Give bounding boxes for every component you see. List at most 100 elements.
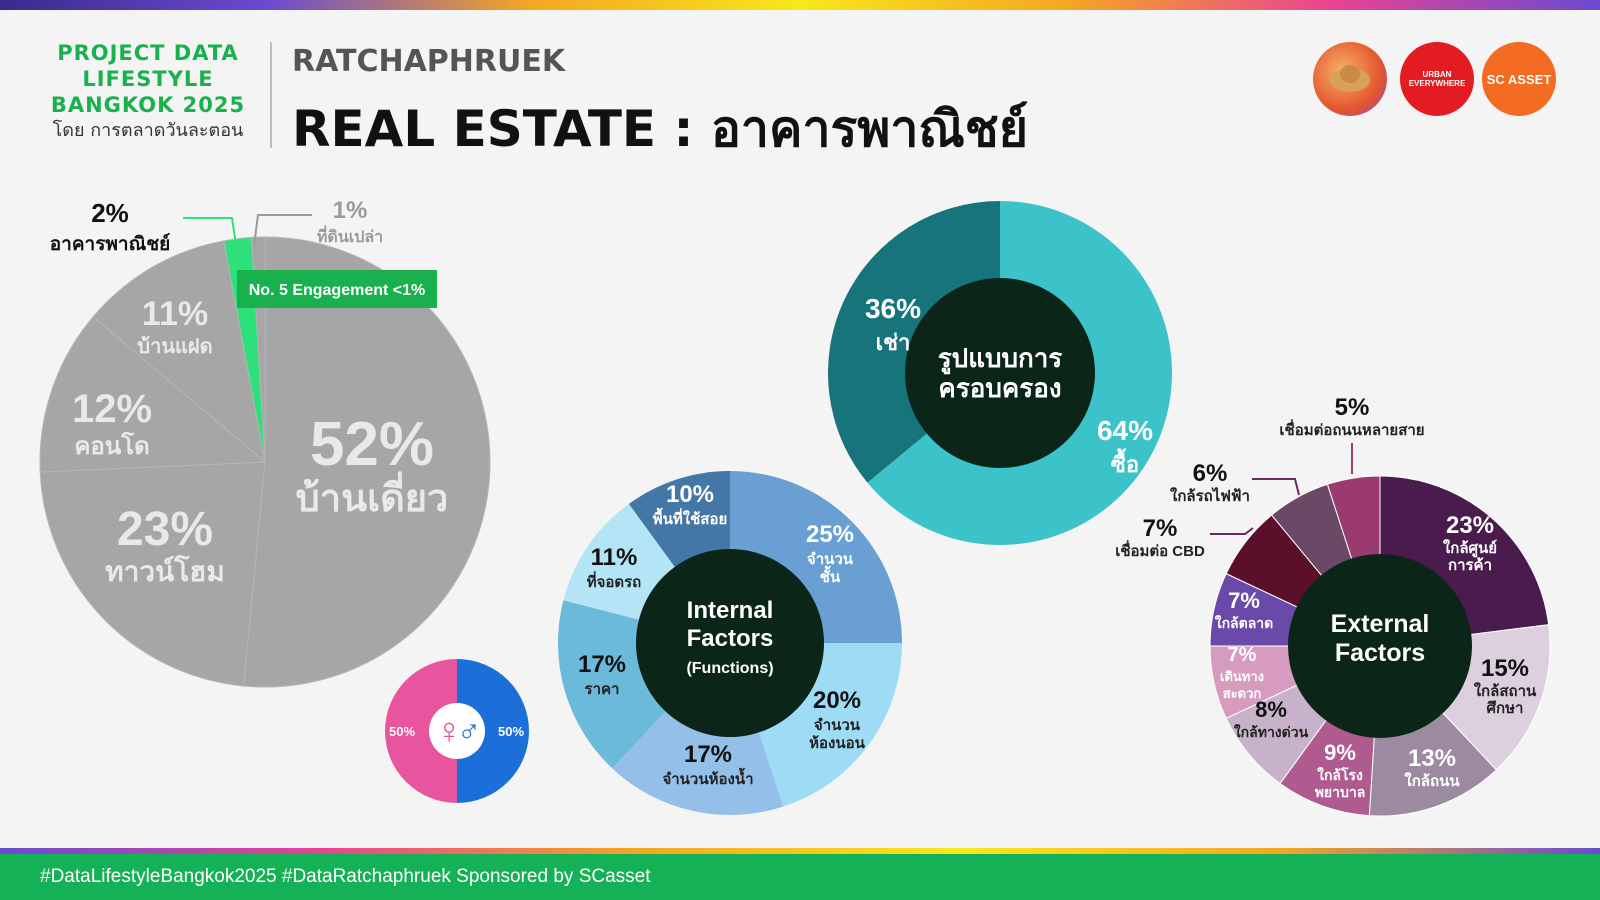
gender-male-label: 50%: [498, 724, 524, 739]
commercial-value-label: 2%: [91, 198, 129, 228]
commercial-name-label: อาคารพาณิชย์: [50, 233, 171, 255]
internal-center-label: Factors: [687, 625, 774, 652]
internal-center: [636, 549, 824, 737]
external-value-label: 13%: [1408, 745, 1456, 772]
internal-name-label: จำนวนห้องน้ำ: [662, 767, 753, 788]
external-value-label: 6%: [1193, 460, 1228, 487]
external-value-label: 7%: [1143, 515, 1178, 542]
property-name-label: บ้านแฝด: [137, 335, 212, 358]
ownership-value-label: 64%: [1097, 415, 1153, 446]
land-value-label: 1%: [333, 197, 368, 224]
external-name-label: ใกล้ตลาด: [1215, 614, 1274, 631]
footer-hashtags: #DataLifestyleBangkok2025 #DataRatchaphr…: [40, 866, 651, 887]
callout-line-commercial: [183, 217, 239, 259]
female-icon: ♀: [436, 710, 463, 751]
property-name-label: ทาวน์โฮม: [105, 554, 225, 587]
gender-female-label: 50%: [389, 724, 415, 739]
internal-name-label: จำนวน: [807, 551, 854, 568]
hat-logo-icon: [1313, 42, 1387, 116]
internal-value-label: 10%: [666, 481, 714, 508]
external-value-label: 8%: [1255, 697, 1287, 722]
brand-line-1: PROJECT DATA: [57, 41, 239, 65]
external-name-label: เชื่อมต่อถนนหลายสาย: [1279, 419, 1424, 439]
internal-value-label: 20%: [813, 687, 861, 714]
external-name-label: พยาบาล: [1315, 784, 1366, 800]
external-value-label: 7%: [1228, 588, 1260, 613]
pie-slice-property-4: [92, 240, 266, 464]
brand-line-2: LIFESTYLE: [82, 67, 214, 91]
property-value-label: 11%: [142, 295, 208, 333]
internal-value-label: 17%: [578, 651, 626, 678]
page-title: REAL ESTATE : อาคารพาณิชย์: [292, 100, 1029, 158]
property-name-label: บ้านเดี่ยว: [296, 471, 449, 520]
property-value-label: 12%: [72, 387, 152, 431]
external-value-label: 23%: [1446, 512, 1494, 539]
internal-value-label: 25%: [806, 521, 854, 548]
location-title: RATCHAPHRUEK: [292, 44, 566, 79]
callout-line-cbd: [1210, 527, 1254, 535]
ownership-name-label: เช่า: [876, 330, 911, 355]
brand-line-3: BANGKOK 2025: [50, 93, 246, 117]
internal-name-label: ห้องนอน: [809, 735, 865, 752]
external-value-label: 9%: [1324, 740, 1356, 765]
internal-name-label: ราคา: [585, 681, 620, 698]
ownership-name-label: ซื้อ: [1111, 448, 1139, 477]
land-name-label: ที่ดินเปล่า: [317, 225, 383, 246]
male-icon: ♂: [457, 712, 481, 748]
brand-subtitle: โดย การตลาดวันละตอน: [52, 120, 244, 141]
engagement-badge: [237, 270, 437, 308]
ownership-center-label: ครอบครอง: [938, 373, 1061, 403]
external-name-label: ศึกษา: [1487, 699, 1524, 717]
top-gradient-bar: [0, 0, 1600, 10]
bottom-gradient-bar: [0, 848, 1600, 854]
external-center-label: External: [1331, 610, 1430, 638]
external-value-label: 7%: [1228, 644, 1257, 666]
external-name-label: เดินทาง: [1220, 669, 1264, 684]
ownership-value-label: 36%: [865, 293, 921, 324]
footer: #DataLifestyleBangkok2025 #DataRatchaphr…: [0, 854, 1600, 900]
external-name-label: การค้า: [1448, 557, 1492, 574]
pie-slice-property-3: [39, 315, 267, 473]
external-value-label: 5%: [1335, 394, 1370, 421]
gender-center: [429, 703, 485, 759]
brand-block: PROJECT DATA LIFESTYLE BANGKOK 2025 โดย …: [38, 40, 258, 144]
pie-slice-property-1: [242, 236, 491, 688]
internal-name-label: ชั้น: [820, 565, 841, 586]
internal-name-label: ที่จอดรถ: [587, 571, 642, 591]
external-center: [1288, 554, 1472, 738]
internal-name-label: พื้นที่ใช้สอย: [653, 507, 728, 528]
property-name-label: คอนโด: [74, 431, 149, 460]
hat-icon: [1330, 65, 1370, 92]
internal-name-label: จำนวน: [814, 717, 861, 734]
internal-value-label: 11%: [591, 544, 638, 571]
property-value-label: 52%: [310, 410, 434, 479]
sc-asset-logo: SC ASSET: [1482, 42, 1556, 116]
external-name-label: สะดวก: [1223, 686, 1262, 701]
callout-line-bts: [1252, 478, 1300, 496]
internal-value-label: 17%: [684, 741, 732, 768]
external-name-label: ใกล้ทางด่วน: [1234, 723, 1309, 740]
engagement-badge-text: No. 5 Engagement <1%: [249, 282, 426, 299]
gender-slice-male: [457, 659, 529, 803]
urban-everywhere-text: URBAN EVERYWHERE: [1408, 70, 1466, 88]
external-value-label: 15%: [1481, 655, 1529, 682]
urban-everywhere-logo: URBAN EVERYWHERE: [1400, 42, 1474, 116]
external-center-label: Factors: [1335, 639, 1425, 667]
external-name-label: ใกล้ศูนย์: [1443, 539, 1497, 558]
external-name-label: ใกล้รถไฟฟ้า: [1170, 486, 1250, 505]
external-name-label: เชื่อมต่อ CBD: [1115, 540, 1205, 560]
internal-center-label: Internal: [687, 597, 774, 624]
ownership-center: [905, 278, 1095, 468]
internal-center-sub: (Functions): [686, 660, 773, 677]
property-value-label: 23%: [117, 503, 213, 556]
header-divider: [270, 42, 272, 148]
gender-slice-female: [385, 659, 457, 803]
external-name-label: ใกล้สถาน: [1474, 682, 1537, 700]
pie-slice-property-2: [39, 461, 266, 687]
callout-line-land: [253, 214, 312, 247]
external-name-label: ใกล้โรง: [1317, 766, 1363, 783]
sc-asset-text: SC ASSET: [1486, 71, 1552, 87]
ownership-center-label: รูปแบบการ: [938, 343, 1063, 375]
external-name-label: ใกล้ถนน: [1404, 772, 1460, 790]
